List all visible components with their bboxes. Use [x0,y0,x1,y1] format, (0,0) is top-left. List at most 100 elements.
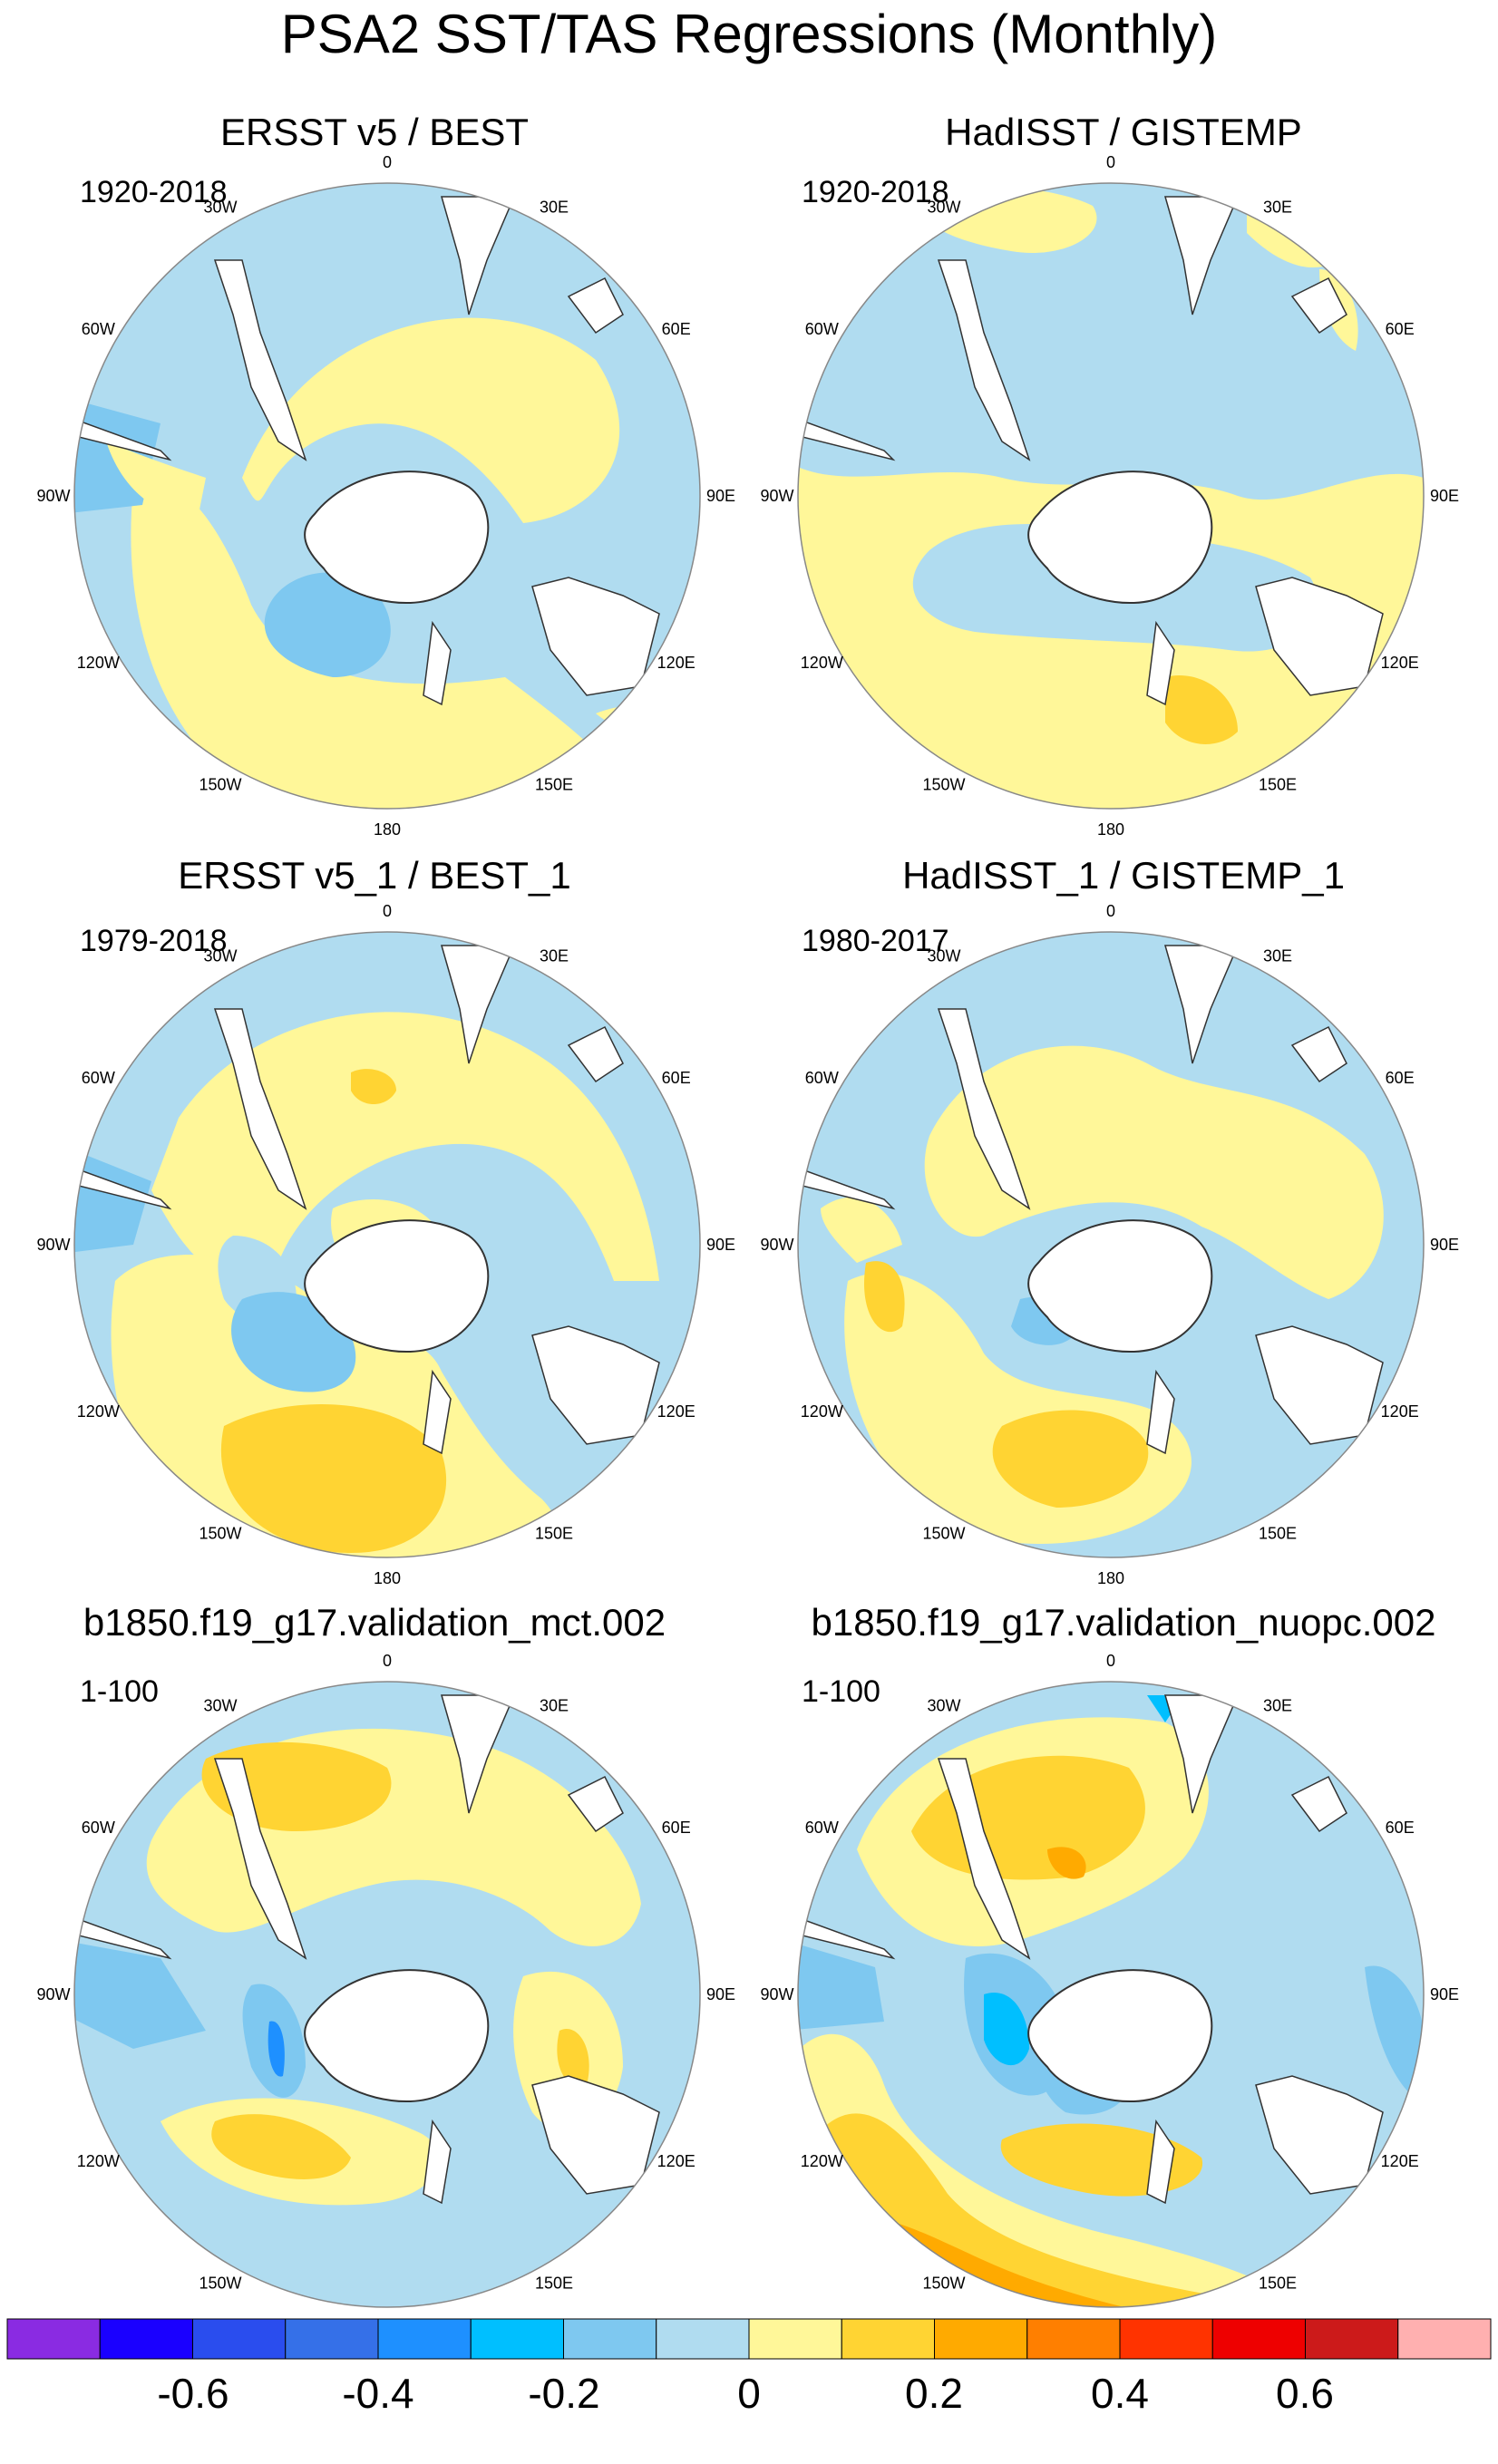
longitude-label: 120W [801,1402,843,1421]
colorbar-swatch [1026,2318,1121,2360]
period-label-5: 1-100 [80,1674,159,1709]
longitude-label: 150E [535,2275,573,2293]
longitude-label: 60E [662,1819,691,1837]
panel-title-2: HadISST / GISTEMP [945,111,1302,153]
longitude-label: 0 [383,902,392,920]
longitude-label: 150E [535,776,573,794]
longitude-label: 90E [1430,487,1459,505]
longitude-label: 60W [82,320,115,338]
figure-title: PSA2 SST/TAS Regressions (Monthly) [280,4,1218,64]
colorbar-swatch [934,2318,1028,2360]
colorbar-label-4: 0 [737,2370,761,2417]
longitude-label: 60W [805,320,839,338]
longitude-label: 90W [36,1236,70,1254]
longitude-label: 30W [203,1696,237,1714]
period-label-4: 1980-2017 [802,924,949,958]
longitude-label: 150W [199,776,241,794]
colorbar-swatch [285,2318,379,2360]
colorbar-swatch [1119,2318,1213,2360]
longitude-label: 90W [760,1236,793,1254]
longitude-label: 90W [760,1985,793,2003]
longitude-label: 30E [540,198,569,216]
longitude-label: 120E [1381,2152,1419,2170]
period-label-3: 1979-2018 [80,924,228,958]
longitude-label: 90W [36,487,70,505]
colorbar-swatch [1211,2318,1306,2360]
longitude-label: 30E [540,946,569,965]
colorbar-label-3: -0.2 [528,2370,600,2417]
longitude-label: 150E [535,1525,573,1543]
polar-map-2: 0 30E 60E 90E 120E 150E 180 150W 120W 90W 60W 30W [760,153,1459,839]
longitude-label: 120W [77,654,120,672]
colorbar-label-5: 0.2 [905,2370,963,2417]
longitude-label: 120E [657,2152,696,2170]
longitude-label: 30E [540,1696,569,1714]
colorbar-swatch [377,2318,472,2360]
longitude-label: 60W [805,1819,839,1837]
longitude-label: 30W [927,198,960,216]
longitude-label: 150W [922,2275,965,2293]
longitude-label: 120W [77,2152,120,2170]
longitude-label: 90E [706,487,735,505]
colorbar-swatch [6,2318,101,2360]
colorbar-swatch [656,2318,750,2360]
longitude-label: 120W [801,654,843,672]
longitude-label: 30W [927,1696,960,1714]
longitude-label: 30E [1263,198,1292,216]
longitude-label: 150W [922,776,965,794]
longitude-label: 180 [1097,820,1124,839]
longitude-label: 0 [1106,1652,1115,1670]
colorbar-label-2: -0.4 [342,2370,414,2417]
colorbar-label-1: -0.6 [157,2370,229,2417]
longitude-label: 30W [203,198,237,216]
polar-map-3: 0 30E 60E 90E 120E 150E 180 150W 120W 90W 60W 30W [36,902,735,1587]
period-label-2: 1920-2018 [802,175,949,209]
longitude-label: 120W [801,2152,843,2170]
panel-title-4: HadISST_1 / GISTEMP_1 [902,854,1345,897]
longitude-label: 180 [374,1569,401,1587]
longitude-label: 120E [1381,654,1419,672]
longitude-label: 150E [1259,2275,1297,2293]
longitude-label: 0 [1106,153,1115,171]
longitude-label: 90W [36,1985,70,2003]
longitude-label: 90E [706,1236,735,1254]
colorbar [6,2318,1492,2360]
colorbar-swatch [470,2318,564,2360]
longitude-label: 150W [199,1525,241,1543]
colorbar-label-6: 0.4 [1091,2370,1149,2417]
colorbar-label-7: 0.6 [1276,2370,1334,2417]
longitude-label: 0 [383,1652,392,1670]
longitude-label: 90E [1430,1985,1459,2003]
panel-title-3: ERSST v5_1 / BEST_1 [178,854,571,897]
polar-map-1: 0 30E 60E 90E 120E 150E 180 150W 120W 90W 60W 30W [36,153,735,839]
period-label-1: 1920-2018 [80,175,228,209]
longitude-label: 150W [922,1525,965,1543]
longitude-label: 60E [662,320,691,338]
colorbar-swatch [192,2318,287,2360]
longitude-label: 90E [1430,1236,1459,1254]
longitude-label: 0 [383,153,392,171]
longitude-label: 60W [82,1069,115,1087]
longitude-label: 60W [805,1069,839,1087]
longitude-label: 60E [1386,1069,1415,1087]
period-label-6: 1-100 [802,1674,880,1709]
longitude-label: 90E [706,1985,735,2003]
colorbar-swatch [563,2318,657,2360]
panel-title-1: ERSST v5 / BEST [220,111,529,153]
longitude-label: 30W [927,946,960,965]
longitude-label: 150W [199,2275,241,2293]
longitude-label: 150E [1259,776,1297,794]
panel-title-5: b1850.f19_g17.validation_mct.002 [83,1601,666,1644]
longitude-label: 60E [1386,1819,1415,1837]
longitude-label: 30W [203,946,237,965]
colorbar-swatch [1305,2318,1399,2360]
longitude-label: 120W [77,1402,120,1421]
longitude-label: 30E [1263,946,1292,965]
longitude-label: 30E [1263,1696,1292,1714]
longitude-label: 120E [1381,1402,1419,1421]
longitude-label: 180 [1097,1569,1124,1587]
longitude-label: 0 [1106,902,1115,920]
polar-map-4: 0 30E 60E 90E 120E 150E 180 150W 120W 90W 60W 30W [760,902,1459,1587]
longitude-label: 90W [760,487,793,505]
